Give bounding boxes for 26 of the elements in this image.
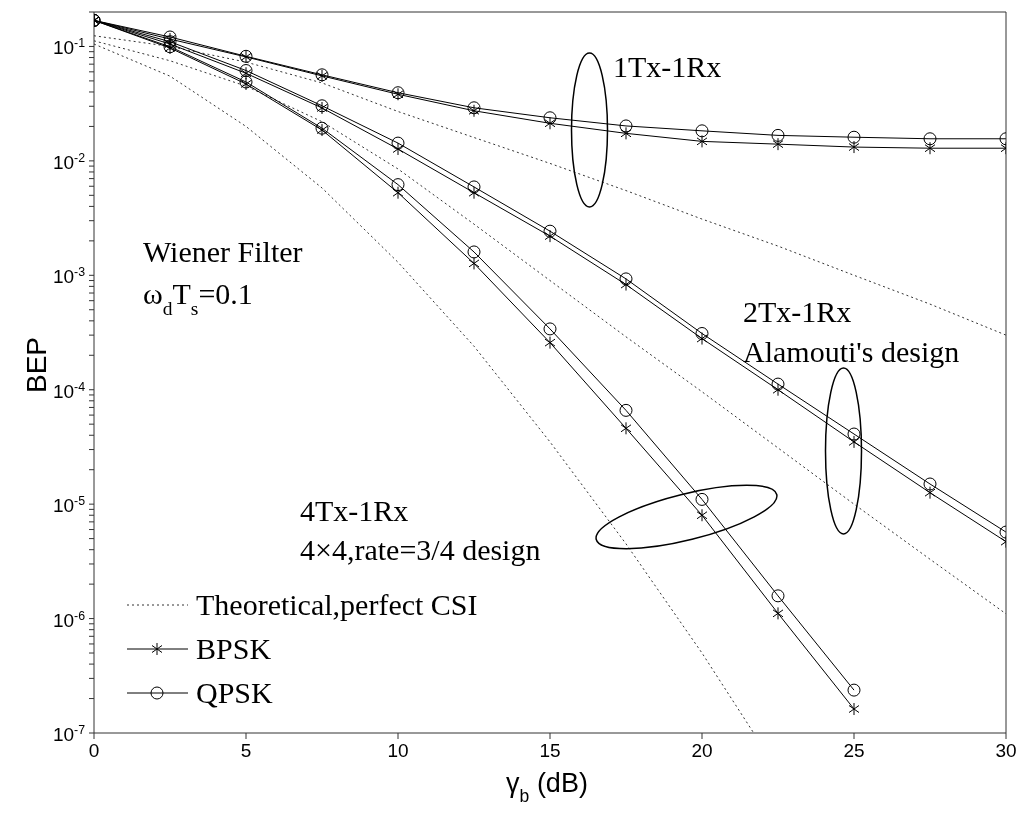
annotation: 2Tx-1Rx <box>743 295 852 328</box>
x-tick-label: 10 <box>387 740 409 761</box>
y-tick-label: 10$^{-4}$ <box>52 379 86 402</box>
x-tick-label: 20 <box>691 740 713 761</box>
legend-label: QPSK <box>196 676 274 709</box>
x-tick-label: 0 <box>88 740 100 761</box>
annotation: 1Tx-1Rx <box>613 50 722 83</box>
annotation: Wiener Filter <box>143 235 303 268</box>
y-tick-label: 10$^{-7}$ <box>52 723 86 745</box>
y-tick-label: 10$^{-3}$ <box>52 265 86 288</box>
y-tick-label: 10$^{-6}$ <box>52 608 86 631</box>
y-tick-label: 10$^{-1}$ <box>52 36 86 59</box>
y-tick-label: 10$^{-2}$ <box>52 150 86 173</box>
x-tick-label: 15 <box>539 740 561 761</box>
x-tick-label: 25 <box>843 740 865 761</box>
legend-label: BPSK <box>196 632 272 665</box>
x-tick-label: 30 <box>995 740 1017 761</box>
annotation: Alamouti's design <box>743 335 960 368</box>
annotation: ω$_{d}$T$_{s}$=0.1 <box>143 277 253 319</box>
x-axis-title: γ$_{b}$ (dB) <box>506 768 588 806</box>
annotation: 4×4,rate=3/4 design <box>300 533 541 566</box>
y-axis-title: BEP <box>21 336 52 394</box>
y-tick-label: 10$^{-5}$ <box>52 494 86 517</box>
legend-label: Theoretical,perfect CSI <box>196 588 478 621</box>
x-tick-label: 5 <box>240 740 252 761</box>
annotation: 4Tx-1Rx <box>300 494 409 527</box>
